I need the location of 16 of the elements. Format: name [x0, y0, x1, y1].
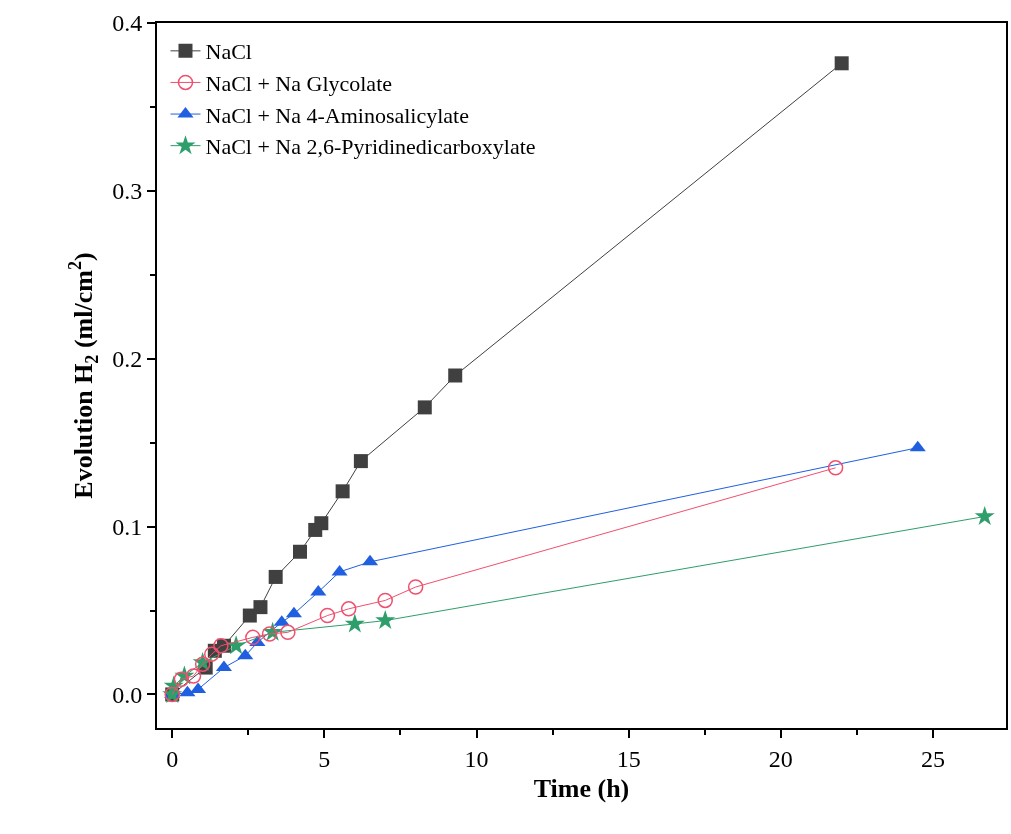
- y-tick-label: 0.4: [112, 10, 143, 37]
- y-tick-label: 0.1: [112, 513, 143, 540]
- x-tick-label: 0: [166, 745, 179, 772]
- x-tick-label: 15: [616, 745, 641, 772]
- legend-label: NaCl: [205, 39, 252, 65]
- y-tick-label: 0.0: [112, 681, 143, 708]
- legend-label: NaCl + Na 4-Aminosalicylate: [205, 102, 470, 128]
- x-axis-title: Time (h): [533, 774, 630, 803]
- y-tick-label: 0.2: [112, 346, 143, 373]
- x-tick-label: 5: [318, 745, 331, 772]
- x-tick-label: 25: [920, 745, 945, 772]
- x-tick-label: 10: [464, 745, 489, 772]
- x-tick-label: 20: [768, 745, 793, 772]
- legend-label: NaCl + Na Glycolate: [205, 71, 393, 97]
- y-tick-label: 0.3: [112, 178, 143, 205]
- legend-label: NaCl + Na 2,6-Pyridinedicarboxylate: [205, 134, 536, 160]
